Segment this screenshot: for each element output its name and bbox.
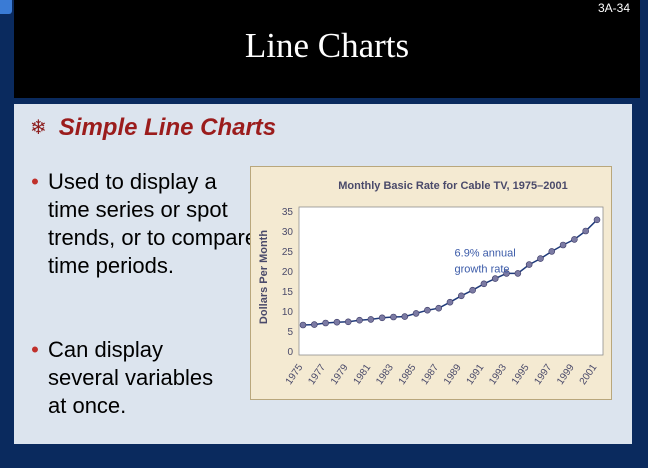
data-point [514, 270, 522, 277]
data-point [424, 306, 431, 314]
data-point [548, 248, 556, 255]
bullet-item: • Can display several variables at once. [22, 336, 213, 420]
subtitle-row: ❄ Simple Line Charts [30, 114, 276, 142]
data-point [390, 313, 397, 321]
x-tick-label: 1983 [374, 362, 396, 387]
bottom-frame [0, 444, 648, 468]
title-bar: 3A-34 Line Charts [14, 0, 640, 98]
x-tick-label: 1993 [487, 362, 509, 387]
y-tick-label: 25 [282, 247, 294, 258]
y-tick-label: 10 [282, 307, 294, 318]
line-chart: Monthly Basic Rate for Cable TV, 1975–20… [250, 166, 612, 400]
corner-tab [0, 0, 12, 14]
data-point [311, 321, 318, 328]
data-point [480, 280, 488, 288]
bullet-item: • Used to display a time series or spot … [22, 168, 257, 280]
y-tick-label: 35 [282, 207, 294, 218]
x-tick-label: 1987 [419, 362, 441, 387]
data-point [435, 304, 442, 312]
y-tick-label: 20 [282, 267, 294, 278]
y-tick-label: 30 [282, 227, 294, 238]
data-point [582, 227, 589, 235]
y-tick-label: 5 [287, 327, 293, 338]
x-tick-label: 1979 [329, 362, 351, 387]
growth-annotation: 6.9% annual growth rate [455, 248, 516, 276]
bullet-dot-icon: • [31, 337, 39, 362]
chart-title: Monthly Basic Rate for Cable TV, 1975–20… [338, 180, 567, 192]
y-tick-label: 0 [287, 347, 293, 358]
bullet-text: Can display several variables at once. [48, 337, 214, 418]
x-tick-label: 2001 [578, 362, 600, 387]
x-tick-label: 1991 [465, 362, 487, 387]
data-point [503, 270, 510, 277]
x-tick-label: 1981 [352, 362, 374, 387]
x-tick-label: 1975 [284, 362, 306, 387]
plot-area [298, 206, 604, 356]
bullet-dot-icon: • [31, 169, 39, 194]
data-point [344, 318, 352, 326]
slide-title: Line Charts [244, 26, 410, 65]
data-point [571, 236, 578, 243]
snowflake-icon: ❄ [30, 117, 47, 139]
data-points [299, 216, 601, 329]
left-frame [0, 0, 14, 468]
data-point [593, 216, 601, 224]
chart-svg: Monthly Basic Rate for Cable TV, 1975–20… [258, 180, 604, 387]
slide-content: ❄ Simple Line Charts • Used to display a… [14, 104, 632, 444]
slide-subtitle: Simple Line Charts [58, 114, 277, 141]
data-point [356, 316, 363, 324]
x-tick-label: 1997 [532, 362, 554, 387]
data-point [491, 275, 499, 282]
x-tick-label: 1999 [555, 362, 577, 387]
x-tick-label: 1985 [397, 362, 419, 387]
annotation-line: 6.9% annual [455, 248, 516, 260]
data-point [525, 261, 533, 268]
x-tick-label: 1989 [442, 362, 464, 387]
y-ticks: 0 5 10 15 20 25 30 35 [282, 207, 294, 358]
slide-number: 3A-34 [597, 1, 630, 15]
data-point [322, 319, 329, 327]
annotation-line: growth rate [455, 264, 510, 276]
data-point [378, 314, 386, 322]
x-tick-label: 1977 [306, 362, 328, 387]
bullet-text: Used to display a time series or spot tr… [48, 169, 258, 278]
data-point [458, 292, 465, 300]
data-point [412, 310, 420, 317]
data-point [333, 318, 341, 326]
data-point [537, 255, 544, 262]
data-point [367, 316, 375, 323]
right-frame [632, 98, 648, 468]
x-tick-label: 1995 [510, 362, 532, 387]
data-point [469, 286, 476, 294]
data-point [559, 241, 567, 249]
data-point [401, 313, 409, 320]
y-tick-label: 15 [282, 287, 294, 298]
data-point [299, 321, 307, 329]
data-point [446, 298, 454, 306]
x-ticks: 1975 1977 1979 1981 1983 1985 1987 1989 1991 1993… [284, 362, 600, 387]
y-axis-label: Dollars Per Month [258, 230, 270, 324]
